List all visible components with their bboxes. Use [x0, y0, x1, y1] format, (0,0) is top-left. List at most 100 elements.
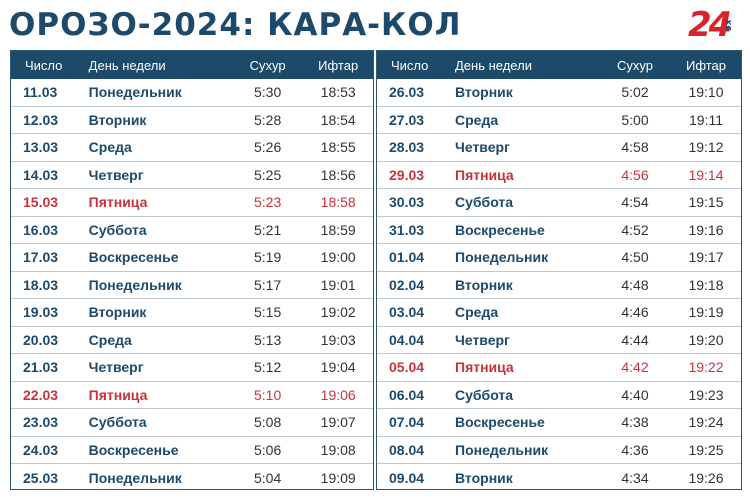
- row-iftar: 19:00: [320, 249, 356, 266]
- row-day: Суббота: [455, 194, 514, 211]
- row-day: Пятница: [455, 359, 514, 376]
- row-suhur: 4:58: [621, 139, 649, 156]
- table-row: 03.04 Среда 4:46 19:19: [377, 299, 741, 327]
- row-day: Воскресенье: [455, 414, 545, 431]
- row-suhur: 5:28: [253, 111, 282, 128]
- row-iftar: 18:55: [320, 139, 356, 156]
- table-header: Число День недели Сухур Ифтар: [11, 51, 373, 79]
- row-day: Воскресенье: [88, 441, 179, 458]
- row-day: Четверг: [88, 359, 144, 376]
- row-suhur: 5:04: [253, 469, 282, 486]
- table-row: 17.03 Воскресенье 5:19 19:00: [11, 244, 373, 272]
- row-day: Воскресенье: [455, 221, 545, 238]
- table-row: 26.03 Вторник 5:02 19:10: [377, 79, 741, 107]
- row-day: Вторник: [455, 276, 513, 293]
- header-day: День недели: [455, 57, 532, 73]
- header-suhur: Сухур: [617, 57, 653, 73]
- row-date: 19.03: [23, 304, 59, 321]
- row-day: Понедельник: [455, 441, 549, 458]
- row-iftar: 19:12: [688, 139, 724, 156]
- row-date: 30.03: [389, 194, 425, 211]
- row-iftar: 18:53: [320, 84, 356, 101]
- row-iftar: 19:07: [320, 414, 356, 431]
- table-row: 25.03 Понедельник 5:04 19:09: [11, 464, 373, 492]
- row-suhur: 5:23: [253, 194, 282, 211]
- table-row: 07.04 Воскресенье 4:38 19:24: [377, 409, 741, 437]
- table-header: Число День недели Сухур Ифтар: [377, 51, 741, 79]
- row-date: 14.03: [23, 166, 59, 183]
- row-iftar: 19:11: [689, 111, 723, 128]
- row-date: 02.04: [389, 276, 425, 293]
- table-row: 11.03 Понедельник 5:30 18:53: [11, 79, 373, 107]
- row-date: 05.04: [389, 359, 425, 376]
- site-logo[interactable]: 24 KG: [688, 6, 742, 44]
- row-iftar: 18:59: [320, 221, 356, 238]
- row-day: Вторник: [88, 111, 147, 128]
- row-day: Суббота: [455, 386, 514, 403]
- row-suhur: 4:38: [621, 414, 649, 431]
- row-date: 31.03: [389, 221, 425, 238]
- row-suhur: 4:42: [621, 359, 649, 376]
- table-row: 14.03 Четверг 5:25 18:56: [11, 162, 373, 189]
- header-iftar: Ифтар: [318, 57, 359, 73]
- row-iftar: 18:58: [320, 194, 356, 211]
- row-iftar: 19:18: [688, 276, 724, 293]
- row-suhur: 5:08: [253, 414, 282, 431]
- row-suhur: 4:36: [621, 441, 649, 458]
- row-suhur: 4:48: [621, 276, 649, 293]
- row-day: Понедельник: [455, 249, 549, 266]
- row-suhur: 4:46: [621, 304, 649, 321]
- row-day: Среда: [455, 111, 499, 128]
- row-iftar: 19:06: [320, 386, 356, 403]
- header-iftar: Ифтар: [685, 57, 727, 73]
- row-day: Вторник: [88, 304, 147, 321]
- row-iftar: 19:19: [688, 304, 724, 321]
- row-suhur: 4:34: [621, 469, 649, 486]
- page-title: ОРОЗО-2024: КАРА-КОЛ: [9, 7, 462, 43]
- row-iftar: 19:22: [688, 359, 724, 376]
- row-suhur: 4:56: [621, 166, 649, 183]
- logo-suffix: KG: [724, 20, 732, 32]
- table-row: 28.03 Четверг 4:58 19:12: [377, 134, 741, 162]
- table-row: 01.04 Понедельник 4:50 19:17: [377, 244, 741, 272]
- row-date: 18.03: [23, 276, 59, 293]
- table-row: 12.03 Вторник 5:28 18:54: [11, 107, 373, 134]
- row-suhur: 5:00: [621, 111, 649, 128]
- row-date: 21.03: [23, 359, 59, 376]
- row-date: 09.04: [389, 469, 425, 486]
- row-suhur: 5:10: [253, 386, 282, 403]
- row-suhur: 5:02: [621, 84, 649, 101]
- logo-number: 24: [688, 5, 732, 45]
- row-iftar: 19:04: [320, 359, 356, 376]
- row-day: Понедельник: [88, 469, 182, 486]
- table-row: 02.04 Вторник 4:48 19:18: [377, 272, 741, 299]
- row-date: 07.04: [389, 414, 425, 431]
- row-suhur: 4:44: [621, 331, 649, 348]
- row-date: 22.03: [23, 386, 59, 403]
- table-row: 18.03 Понедельник 5:17 19:01: [11, 272, 373, 299]
- row-suhur: 5:21: [253, 221, 282, 238]
- row-iftar: 19:26: [688, 469, 724, 486]
- schedule-table-left: Число День недели Сухур Ифтар 11.03 Понед…: [10, 50, 374, 490]
- row-date: 11.03: [23, 84, 58, 101]
- table-row: 29.03 Пятница 4:56 19:14: [377, 162, 741, 189]
- table-row: 23.03 Суббота 5:08 19:07: [11, 409, 373, 437]
- header-day: День недели: [88, 57, 166, 73]
- row-date: 13.03: [23, 139, 59, 156]
- row-iftar: 19:24: [688, 414, 724, 431]
- row-date: 17.03: [23, 249, 59, 266]
- row-suhur: 4:52: [621, 221, 649, 238]
- row-date: 12.03: [23, 111, 59, 128]
- table-row: 13.03 Среда 5:26 18:55: [11, 134, 373, 162]
- row-date: 27.03: [389, 111, 425, 128]
- row-suhur: 5:26: [253, 139, 282, 156]
- row-date: 16.03: [23, 221, 59, 238]
- row-day: Четверг: [88, 166, 144, 183]
- row-date: 23.03: [23, 414, 59, 431]
- row-iftar: 19:16: [688, 221, 724, 238]
- row-date: 29.03: [389, 166, 425, 183]
- row-day: Пятница: [88, 194, 148, 211]
- row-day: Среда: [88, 139, 132, 156]
- row-iftar: 19:15: [688, 194, 724, 211]
- row-day: Четверг: [455, 331, 510, 348]
